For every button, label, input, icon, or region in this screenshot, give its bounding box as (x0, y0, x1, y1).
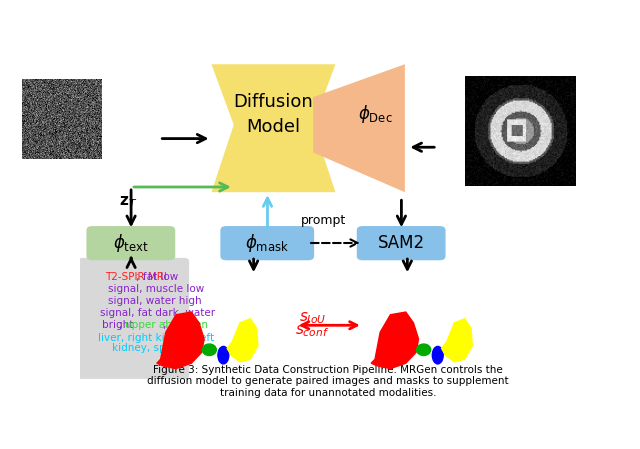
Text: Diffusion
Model: Diffusion Model (234, 93, 314, 136)
Polygon shape (157, 312, 204, 369)
Text: signal, fat dark, water: signal, fat dark, water (100, 308, 216, 318)
Ellipse shape (202, 344, 216, 356)
Ellipse shape (433, 347, 443, 364)
FancyBboxPatch shape (356, 226, 445, 260)
Text: $\phi_{\rm text}$: $\phi_{\rm text}$ (113, 232, 149, 254)
Text: Figure 3: Synthetic Data Construction Pipeline. MRGen controls the
diffusion mod: Figure 3: Synthetic Data Construction Pi… (147, 365, 509, 398)
Text: liver, right kidney, left: liver, right kidney, left (98, 333, 214, 343)
Text: bright: bright (102, 320, 133, 330)
Text: prompt: prompt (300, 214, 346, 227)
Ellipse shape (417, 344, 431, 356)
Text: $\phi_{\rm Dec}$: $\phi_{\rm Dec}$ (358, 103, 392, 125)
Text: $s_{IoU}$: $s_{IoU}$ (298, 311, 326, 326)
Text: SAM2: SAM2 (378, 234, 425, 252)
Ellipse shape (218, 347, 229, 364)
Polygon shape (442, 319, 472, 362)
Text: kidney, spleen;: kidney, spleen; (112, 343, 191, 353)
FancyBboxPatch shape (86, 226, 175, 260)
Text: ;: ; (119, 320, 126, 330)
FancyBboxPatch shape (77, 258, 189, 379)
Text: $\mathbf{z}_T$: $\mathbf{z}_T$ (120, 194, 138, 210)
Polygon shape (211, 64, 335, 192)
Text: upper abdomen: upper abdomen (125, 320, 208, 330)
Polygon shape (371, 312, 419, 369)
Text: signal, water high: signal, water high (108, 296, 202, 306)
Text: signal, muscle low: signal, muscle low (108, 284, 204, 294)
Text: $s_{conf}$: $s_{conf}$ (295, 323, 329, 339)
Text: T2-SPIR MRI: T2-SPIR MRI (105, 272, 166, 282)
Text: ;: ; (163, 320, 166, 330)
FancyBboxPatch shape (220, 226, 314, 260)
Polygon shape (227, 319, 258, 362)
Text: $\phi_{\rm mask}$: $\phi_{\rm mask}$ (245, 232, 289, 254)
Polygon shape (313, 64, 405, 192)
Text: ; fat low: ; fat low (136, 272, 179, 282)
